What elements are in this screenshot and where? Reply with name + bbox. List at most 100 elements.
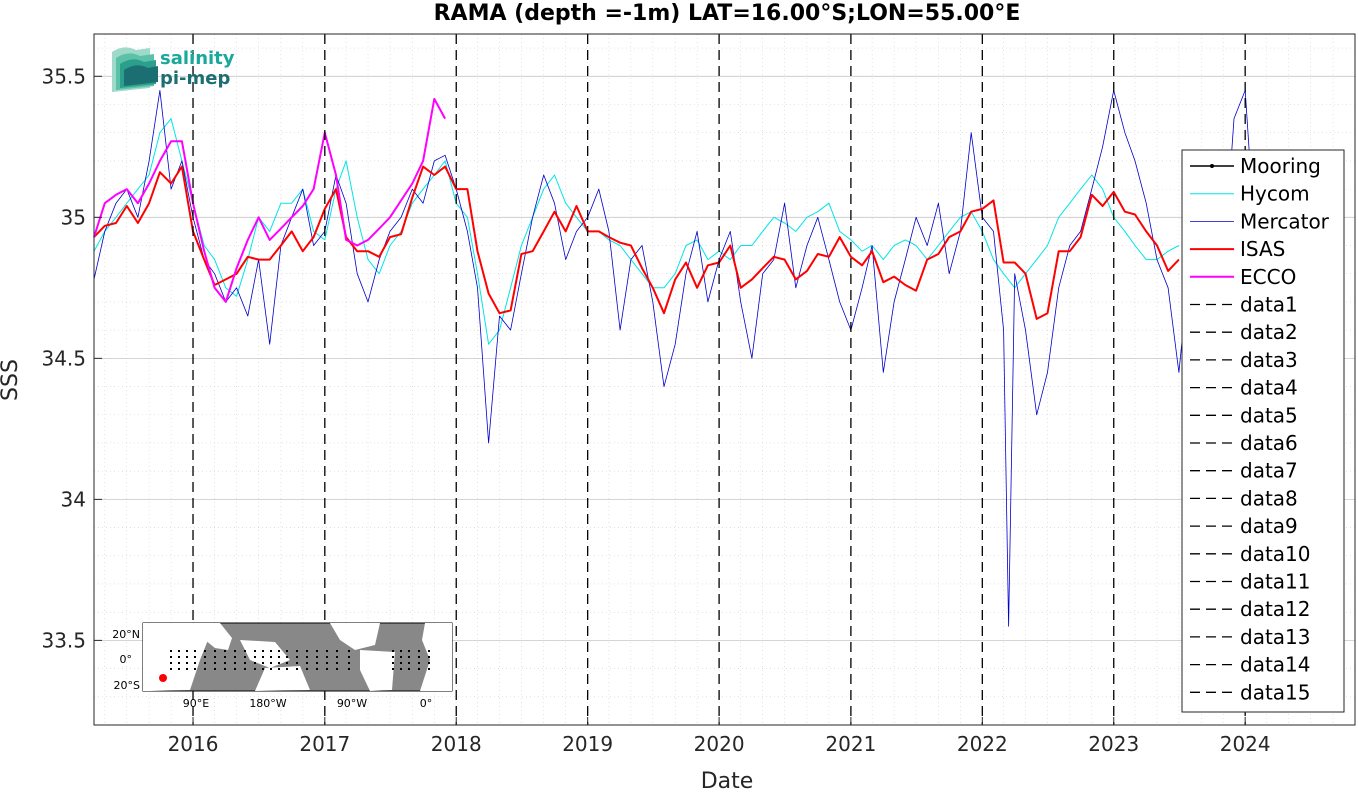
inset-mooring-dot [336, 656, 338, 658]
chart-legend: Mooring Hycom Mercator ISAS ECCO data1 data2 da… [1181, 149, 1345, 713]
inset-mooring-dot [254, 662, 256, 664]
inset-mooring-dot [336, 650, 338, 652]
inset-mooring-dot [278, 662, 280, 664]
inset-mooring-dot [326, 662, 328, 664]
plot-area: 33.5 34 34.5 35 35.5 2016 2017 2018 2019 2020 2021… [41, 33, 1356, 756]
legend-label-data6: data6 [1240, 431, 1298, 455]
inset-mooring-dot [316, 650, 318, 652]
inset-mooring-dot [170, 668, 172, 670]
inset-mooring-dot [254, 668, 256, 670]
inset-map-land-south-america [360, 650, 395, 691]
inset-mooring-dot [262, 668, 264, 670]
inset-mooring-dot [408, 650, 410, 652]
legend-label-hycom: Hycom [1240, 182, 1310, 206]
inset-map-land-australia [255, 666, 310, 691]
inset-mooring-dot [204, 668, 206, 670]
inset-mooring-dot [278, 656, 280, 658]
inset-map-land-indonesia [240, 640, 290, 668]
y-tick-label: 33.5 [41, 628, 86, 652]
inset-xlabel-90w: 90°W [337, 697, 367, 710]
y-tick-label: 34.5 [41, 346, 86, 370]
legend-label-data15: data15 [1240, 680, 1311, 704]
y-tick-label: 35.5 [41, 64, 86, 88]
inset-mooring-dot [392, 650, 394, 652]
inset-mooring-dot [262, 656, 264, 658]
inset-mooring-dot [428, 668, 430, 670]
inset-mooring-dot [408, 662, 410, 664]
inset-mooring-dot [186, 668, 188, 670]
inset-mooring-dot [224, 650, 226, 652]
inset-mooring-dot [316, 656, 318, 658]
inset-mooring-dot [234, 668, 236, 670]
inset-map-land-africa [143, 623, 208, 691]
inset-mooring-dot [348, 656, 350, 658]
legend-label-data5: data5 [1240, 403, 1298, 427]
inset-mooring-dot [186, 656, 188, 658]
x-tick-label: 2020 [694, 732, 745, 756]
inset-mooring-dot [214, 662, 216, 664]
x-tick-label: 2023 [1088, 732, 1139, 756]
x-tick-label: 2024 [1220, 732, 1271, 756]
inset-mooring-dot [400, 650, 402, 652]
inset-mooring-dot [194, 668, 196, 670]
legend-label-mooring: Mooring [1240, 154, 1321, 178]
inset-ylabel-0: 0° [120, 653, 133, 666]
series-line-mercator [93, 90, 1345, 627]
inset-mooring-dot [178, 668, 180, 670]
inset-mooring-dot [286, 650, 288, 652]
inset-mooring-dot [348, 668, 350, 670]
inset-mooring-dot [336, 662, 338, 664]
inset-mooring-dot [224, 656, 226, 658]
legend-label-data14: data14 [1240, 653, 1311, 677]
legend-label-data2: data2 [1240, 320, 1298, 344]
series-line-hycom [93, 118, 1180, 345]
y-tick-label: 35 [61, 205, 86, 229]
inset-map-land-india [200, 623, 232, 650]
inset-mooring-dot [186, 662, 188, 664]
inset-mooring-dots [170, 650, 430, 670]
series-line-isas [93, 165, 1180, 320]
inset-mooring-dot [224, 668, 226, 670]
inset-mooring-dot [234, 650, 236, 652]
salinity-pi-mep-logo: salinity pi-mep [112, 47, 235, 92]
inset-mooring-dot [400, 668, 402, 670]
inset-mooring-dot [204, 650, 206, 652]
inset-mooring-dot [392, 668, 394, 670]
inset-mooring-dot [224, 662, 226, 664]
inset-ylabel-20n: 20°N [112, 628, 140, 641]
inset-mooring-dot [326, 668, 328, 670]
inset-mooring-dot [336, 668, 338, 670]
legend-label-ecco: ECCO [1240, 265, 1296, 289]
inset-mooring-dot [278, 668, 280, 670]
inset-mooring-dot [296, 662, 298, 664]
inset-mooring-dot [262, 662, 264, 664]
inset-mooring-dot [244, 668, 246, 670]
inset-mooring-dot [214, 650, 216, 652]
chart-title: RAMA (depth =-1m) LAT=16.00°S;LON=55.00°… [434, 1, 1021, 26]
inset-mooring-dot [408, 656, 410, 658]
inset-mooring-dot [178, 662, 180, 664]
inset-mooring-dot [392, 662, 394, 664]
inset-mooring-dot [326, 650, 328, 652]
inset-mooring-dot [186, 650, 188, 652]
inset-mooring-dot [418, 650, 420, 652]
inset-mooring-dot [170, 662, 172, 664]
logo-line1: salinity [160, 48, 235, 69]
inset-mooring-dot [316, 662, 318, 664]
inset-mooring-dot [194, 662, 196, 664]
legend-label-data13: data13 [1240, 625, 1311, 649]
legend-marker-mooring [1210, 164, 1214, 168]
x-tick-label: 2021 [825, 732, 876, 756]
inset-mooring-dot [270, 650, 272, 652]
inset-mooring-dot [348, 662, 350, 664]
inset-mooring-dot [214, 668, 216, 670]
inset-mooring-dot [214, 656, 216, 658]
inset-mooring-dot [392, 656, 394, 658]
inset-mooring-dot [428, 662, 430, 664]
inset-mooring-dot [270, 662, 272, 664]
inset-mooring-dot [316, 668, 318, 670]
inset-map-land-central-america [330, 623, 380, 650]
x-tick-label: 2022 [957, 732, 1008, 756]
